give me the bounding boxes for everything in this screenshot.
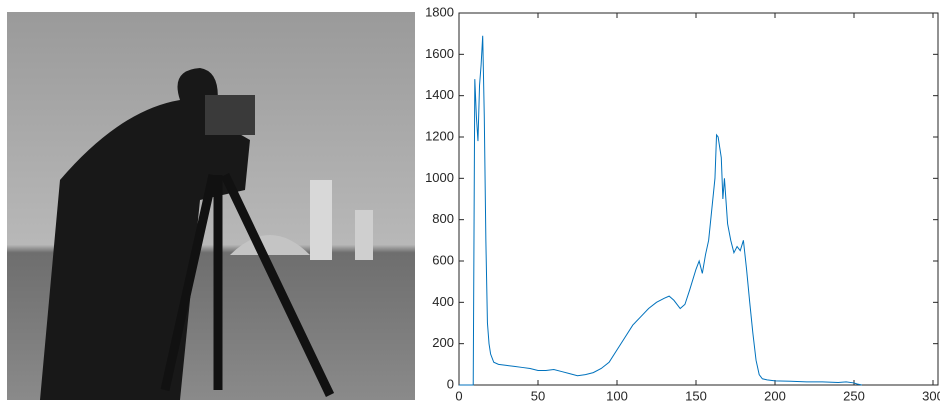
x-tick-label: 300 [922, 388, 940, 403]
y-tick-label: 0 [447, 376, 454, 391]
y-tick-label: 1800 [425, 4, 454, 19]
y-tick-label: 1000 [425, 170, 454, 185]
y-tick-label: 400 [432, 294, 454, 309]
x-tick-label: 0 [455, 388, 462, 403]
photo [7, 12, 415, 400]
y-tick-label: 200 [432, 335, 454, 350]
x-tick-label: 150 [685, 388, 707, 403]
data-line [459, 35, 863, 386]
x-tick-label: 200 [764, 388, 786, 403]
y-tick-label: 1200 [425, 128, 454, 143]
plot-frame [458, 12, 939, 386]
y-tick-label: 600 [432, 252, 454, 267]
y-tick-label: 800 [432, 211, 454, 226]
y-tick-label: 1600 [425, 46, 454, 61]
x-tick-label: 50 [531, 388, 545, 403]
x-tick-label: 100 [606, 388, 628, 403]
y-tick-label: 1400 [425, 87, 454, 102]
x-tick-label: 250 [843, 388, 865, 403]
